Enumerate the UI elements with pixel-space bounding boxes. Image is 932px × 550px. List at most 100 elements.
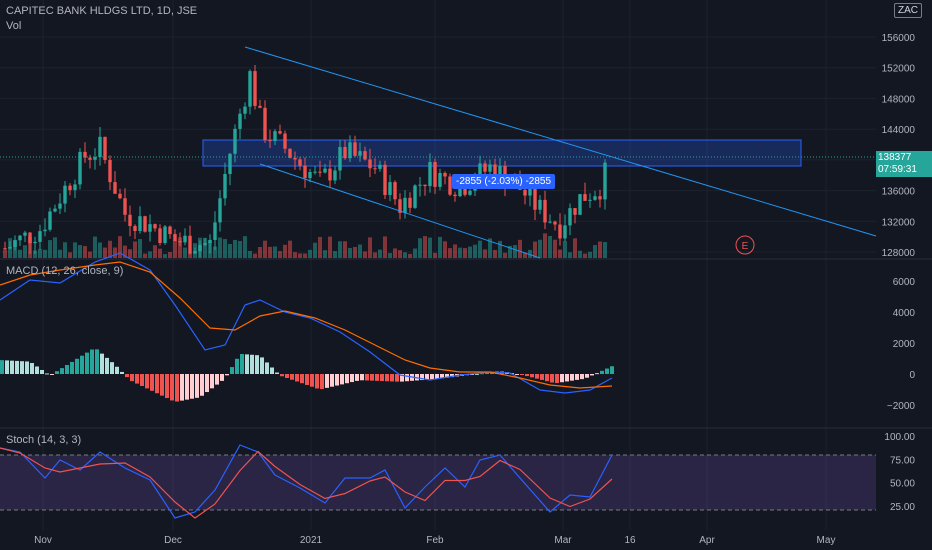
candle-body — [183, 235, 187, 243]
macd-histogram-bar — [255, 355, 259, 374]
macd-histogram-bar — [590, 374, 594, 376]
candle-body — [93, 157, 97, 160]
candle-body — [493, 164, 497, 182]
volume-bar — [563, 240, 567, 258]
macd-histogram-bar — [30, 362, 34, 374]
volume-bar — [43, 249, 47, 258]
candle-body — [533, 186, 537, 210]
candle-body — [118, 193, 122, 199]
macd-histogram-bar — [105, 357, 109, 374]
candle-body — [78, 151, 82, 185]
volume-bar — [343, 241, 347, 258]
macd-histogram-bar — [300, 374, 304, 384]
candle-body — [593, 196, 597, 200]
volume-bar — [518, 239, 522, 258]
volume-bar — [153, 245, 157, 258]
candle-body — [178, 241, 182, 243]
volume-bar — [103, 247, 107, 258]
macd-histogram-bar — [210, 374, 214, 389]
chart-title: CAPITEC BANK HLDGS LTD, 1D, JSE — [6, 5, 198, 17]
volume-bar — [408, 253, 412, 258]
stoch-band — [0, 455, 876, 510]
macd-histogram-bar — [550, 374, 554, 383]
volume-bar — [368, 237, 372, 258]
volume-bar — [418, 238, 422, 258]
candle-body — [138, 216, 142, 231]
candle-body — [433, 162, 437, 187]
candle-body — [273, 131, 277, 142]
candle-body — [83, 151, 87, 158]
candle-body — [358, 151, 362, 156]
macd-histogram-bar — [65, 365, 69, 374]
candle-body — [538, 199, 542, 210]
volume-bar — [488, 238, 492, 258]
volume-bar — [138, 239, 142, 258]
candle-body — [158, 228, 162, 243]
price-tick-label: 136000 — [882, 187, 916, 198]
candle-body — [448, 176, 452, 195]
macd-histogram-bar — [570, 374, 574, 381]
macd-histogram-bar — [425, 374, 429, 380]
macd-histogram-bar — [545, 374, 549, 382]
macd-histogram-bar — [265, 362, 269, 374]
macd-histogram-bar — [195, 374, 199, 398]
candle-body — [68, 185, 72, 191]
macd-histogram-bar — [230, 367, 234, 374]
macd-histogram-bar — [95, 349, 99, 374]
macd-histogram-bar — [330, 374, 334, 387]
macd-histogram — [0, 349, 614, 402]
candle-body — [418, 184, 422, 186]
time-tick-label: May — [817, 535, 836, 546]
candle-body — [143, 216, 147, 232]
macd-histogram-bar — [580, 374, 584, 380]
macd-histogram-bar — [215, 374, 219, 385]
candle-body — [283, 133, 287, 149]
candle-body — [98, 136, 102, 158]
volume-bar — [383, 236, 387, 258]
candle-body — [38, 231, 42, 242]
candle-body — [543, 199, 547, 223]
candle-body — [333, 170, 337, 181]
macd-histogram-bar — [90, 349, 94, 374]
volume-bar — [58, 249, 62, 258]
volume-bar — [188, 252, 192, 258]
lower-trendline — [259, 163, 541, 259]
macd-histogram-bar — [130, 374, 134, 382]
candle-body — [123, 198, 127, 215]
candle-body — [413, 185, 417, 208]
stoch-label: Stoch (14, 3, 3) — [6, 434, 82, 446]
volume-bar — [443, 241, 447, 258]
volume-bar — [463, 248, 467, 258]
macd-histogram-bar — [270, 367, 274, 374]
volume-bar — [148, 251, 152, 258]
volume-bar — [603, 242, 607, 258]
candle-body — [568, 208, 572, 226]
volume-bars — [3, 233, 607, 258]
macd-histogram-bar — [245, 354, 249, 374]
candle-body — [458, 185, 462, 197]
macd-histogram-bar — [315, 374, 319, 389]
volume-bar — [298, 253, 302, 258]
volume-bar — [538, 239, 542, 258]
macd-histogram-bar — [40, 369, 44, 374]
volume-bar — [23, 245, 27, 258]
volume-bar — [163, 253, 167, 258]
candle-body — [603, 162, 607, 200]
macd-tick-label: −2000 — [887, 401, 916, 412]
macd-histogram-bar — [525, 374, 529, 377]
price-tick-label: 128000 — [882, 248, 916, 259]
volume-bar — [268, 246, 272, 258]
measure-label: -2855 (-2.03%) -2855 — [452, 174, 556, 189]
candle-body — [248, 71, 252, 107]
candle-body — [488, 164, 492, 172]
candle-body — [63, 185, 67, 204]
macd-histogram-bar — [310, 374, 314, 387]
volume-bar — [263, 240, 267, 258]
macd-histogram-bar — [345, 374, 349, 384]
candle-body — [53, 208, 57, 212]
currency-badge[interactable]: ZAC — [894, 3, 922, 18]
volume-bar — [333, 251, 337, 258]
volume-bar — [283, 244, 287, 258]
macd-histogram-bar — [415, 374, 419, 381]
